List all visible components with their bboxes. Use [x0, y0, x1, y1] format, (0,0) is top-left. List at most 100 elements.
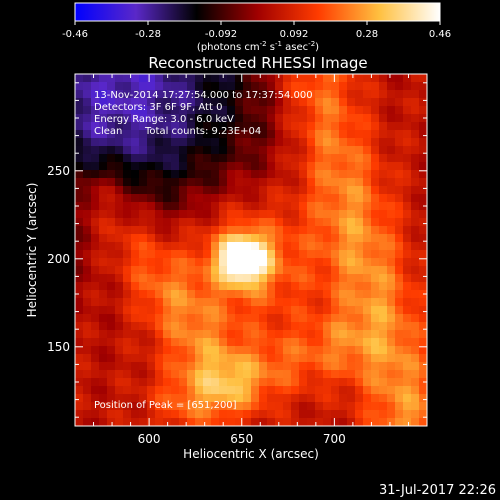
heatmap-cell	[299, 186, 308, 195]
heatmap-cell	[203, 202, 212, 211]
heatmap-cell	[99, 242, 108, 251]
heatmap-cell	[115, 226, 124, 235]
heatmap-cell	[83, 314, 92, 323]
heatmap-cell	[315, 202, 324, 211]
heatmap-cell	[83, 210, 92, 219]
heatmap-cell	[211, 106, 220, 115]
heatmap-cell	[251, 106, 260, 115]
heatmap-cell	[251, 146, 260, 155]
heatmap-cell	[179, 170, 188, 179]
heatmap-cell	[395, 338, 404, 347]
heatmap-cell	[235, 386, 244, 395]
heatmap-cell	[155, 250, 164, 259]
heatmap-cell	[371, 74, 380, 83]
heatmap-cell	[83, 154, 92, 163]
heatmap-cell	[227, 258, 236, 267]
heatmap-cell	[75, 154, 84, 163]
heatmap-cell	[163, 346, 172, 355]
heatmap-cell	[331, 74, 340, 83]
heatmap-cell	[91, 74, 100, 83]
heatmap-cell	[347, 250, 356, 259]
heatmap-cell	[315, 394, 324, 403]
heatmap-cell	[395, 322, 404, 331]
heatmap-cell	[347, 330, 356, 339]
heatmap-cell	[387, 250, 396, 259]
heatmap-cell	[195, 210, 204, 219]
heatmap-cell	[123, 274, 132, 283]
heatmap-cell	[419, 410, 428, 419]
heatmap-cell	[243, 362, 252, 371]
heatmap-cell	[99, 186, 108, 195]
heatmap-cell	[187, 314, 196, 323]
heatmap-cell	[395, 170, 404, 179]
heatmap-cell	[379, 194, 388, 203]
heatmap-cell	[387, 354, 396, 363]
heatmap-cell	[403, 202, 412, 211]
heatmap-cell	[163, 122, 172, 131]
heatmap-cell	[99, 274, 108, 283]
heatmap-cell	[195, 178, 204, 187]
heatmap-cell	[131, 170, 140, 179]
heatmap-cell	[339, 130, 348, 139]
heatmap-cell	[323, 226, 332, 235]
heatmap-cell	[323, 90, 332, 99]
heatmap-cell	[251, 410, 260, 419]
heatmap-cell	[99, 130, 108, 139]
heatmap-cell	[187, 306, 196, 315]
heatmap-cell	[243, 306, 252, 315]
heatmap-cell	[299, 170, 308, 179]
heatmap-cell	[299, 154, 308, 163]
heatmap-cell	[123, 242, 132, 251]
heatmap-cell	[139, 378, 148, 387]
heatmap-cell	[419, 330, 428, 339]
heatmap-cell	[75, 306, 84, 315]
heatmap-cell	[171, 250, 180, 259]
heatmap-cell	[139, 90, 148, 99]
heatmap-cell	[291, 250, 300, 259]
heatmap-cell	[259, 122, 268, 131]
heatmap-cell	[171, 306, 180, 315]
heatmap-cell	[403, 266, 412, 275]
heatmap-cell	[243, 290, 252, 299]
heatmap-cell	[363, 354, 372, 363]
heatmap-cell	[91, 274, 100, 283]
heatmap-cell	[411, 386, 420, 395]
heatmap-cell	[275, 82, 284, 91]
heatmap-cell	[115, 202, 124, 211]
heatmap-cell	[99, 90, 108, 99]
heatmap-cell	[187, 234, 196, 243]
heatmap-cell	[251, 114, 260, 123]
heatmap-cell	[139, 170, 148, 179]
heatmap-cell	[115, 170, 124, 179]
heatmap-cell	[227, 130, 236, 139]
heatmap-cell	[419, 170, 428, 179]
heatmap-cell	[363, 378, 372, 387]
heatmap-cell	[91, 370, 100, 379]
heatmap-cell	[363, 202, 372, 211]
heatmap-cell	[75, 362, 84, 371]
heatmap-cell	[155, 90, 164, 99]
heatmap-cell	[99, 202, 108, 211]
heatmap-cell	[411, 410, 420, 419]
heatmap-cell	[115, 218, 124, 227]
heatmap-cell	[267, 410, 276, 419]
heatmap-cell	[371, 170, 380, 179]
heatmap-cell	[379, 202, 388, 211]
heatmap-cell	[403, 298, 412, 307]
heatmap-cell	[171, 258, 180, 267]
heatmap-cell	[395, 394, 404, 403]
heatmap-cell	[227, 146, 236, 155]
heatmap-cell	[339, 410, 348, 419]
heatmap-cell	[187, 194, 196, 203]
heatmap-cell	[331, 370, 340, 379]
heatmap-cell	[411, 122, 420, 131]
heatmap-cell	[291, 386, 300, 395]
heatmap-cell	[171, 130, 180, 139]
heatmap-cell	[331, 274, 340, 283]
heatmap-cell	[203, 234, 212, 243]
heatmap-cell	[91, 162, 100, 171]
heatmap-cell	[203, 138, 212, 147]
heatmap-cell	[371, 330, 380, 339]
heatmap-cell	[251, 210, 260, 219]
heatmap-cell	[291, 242, 300, 251]
